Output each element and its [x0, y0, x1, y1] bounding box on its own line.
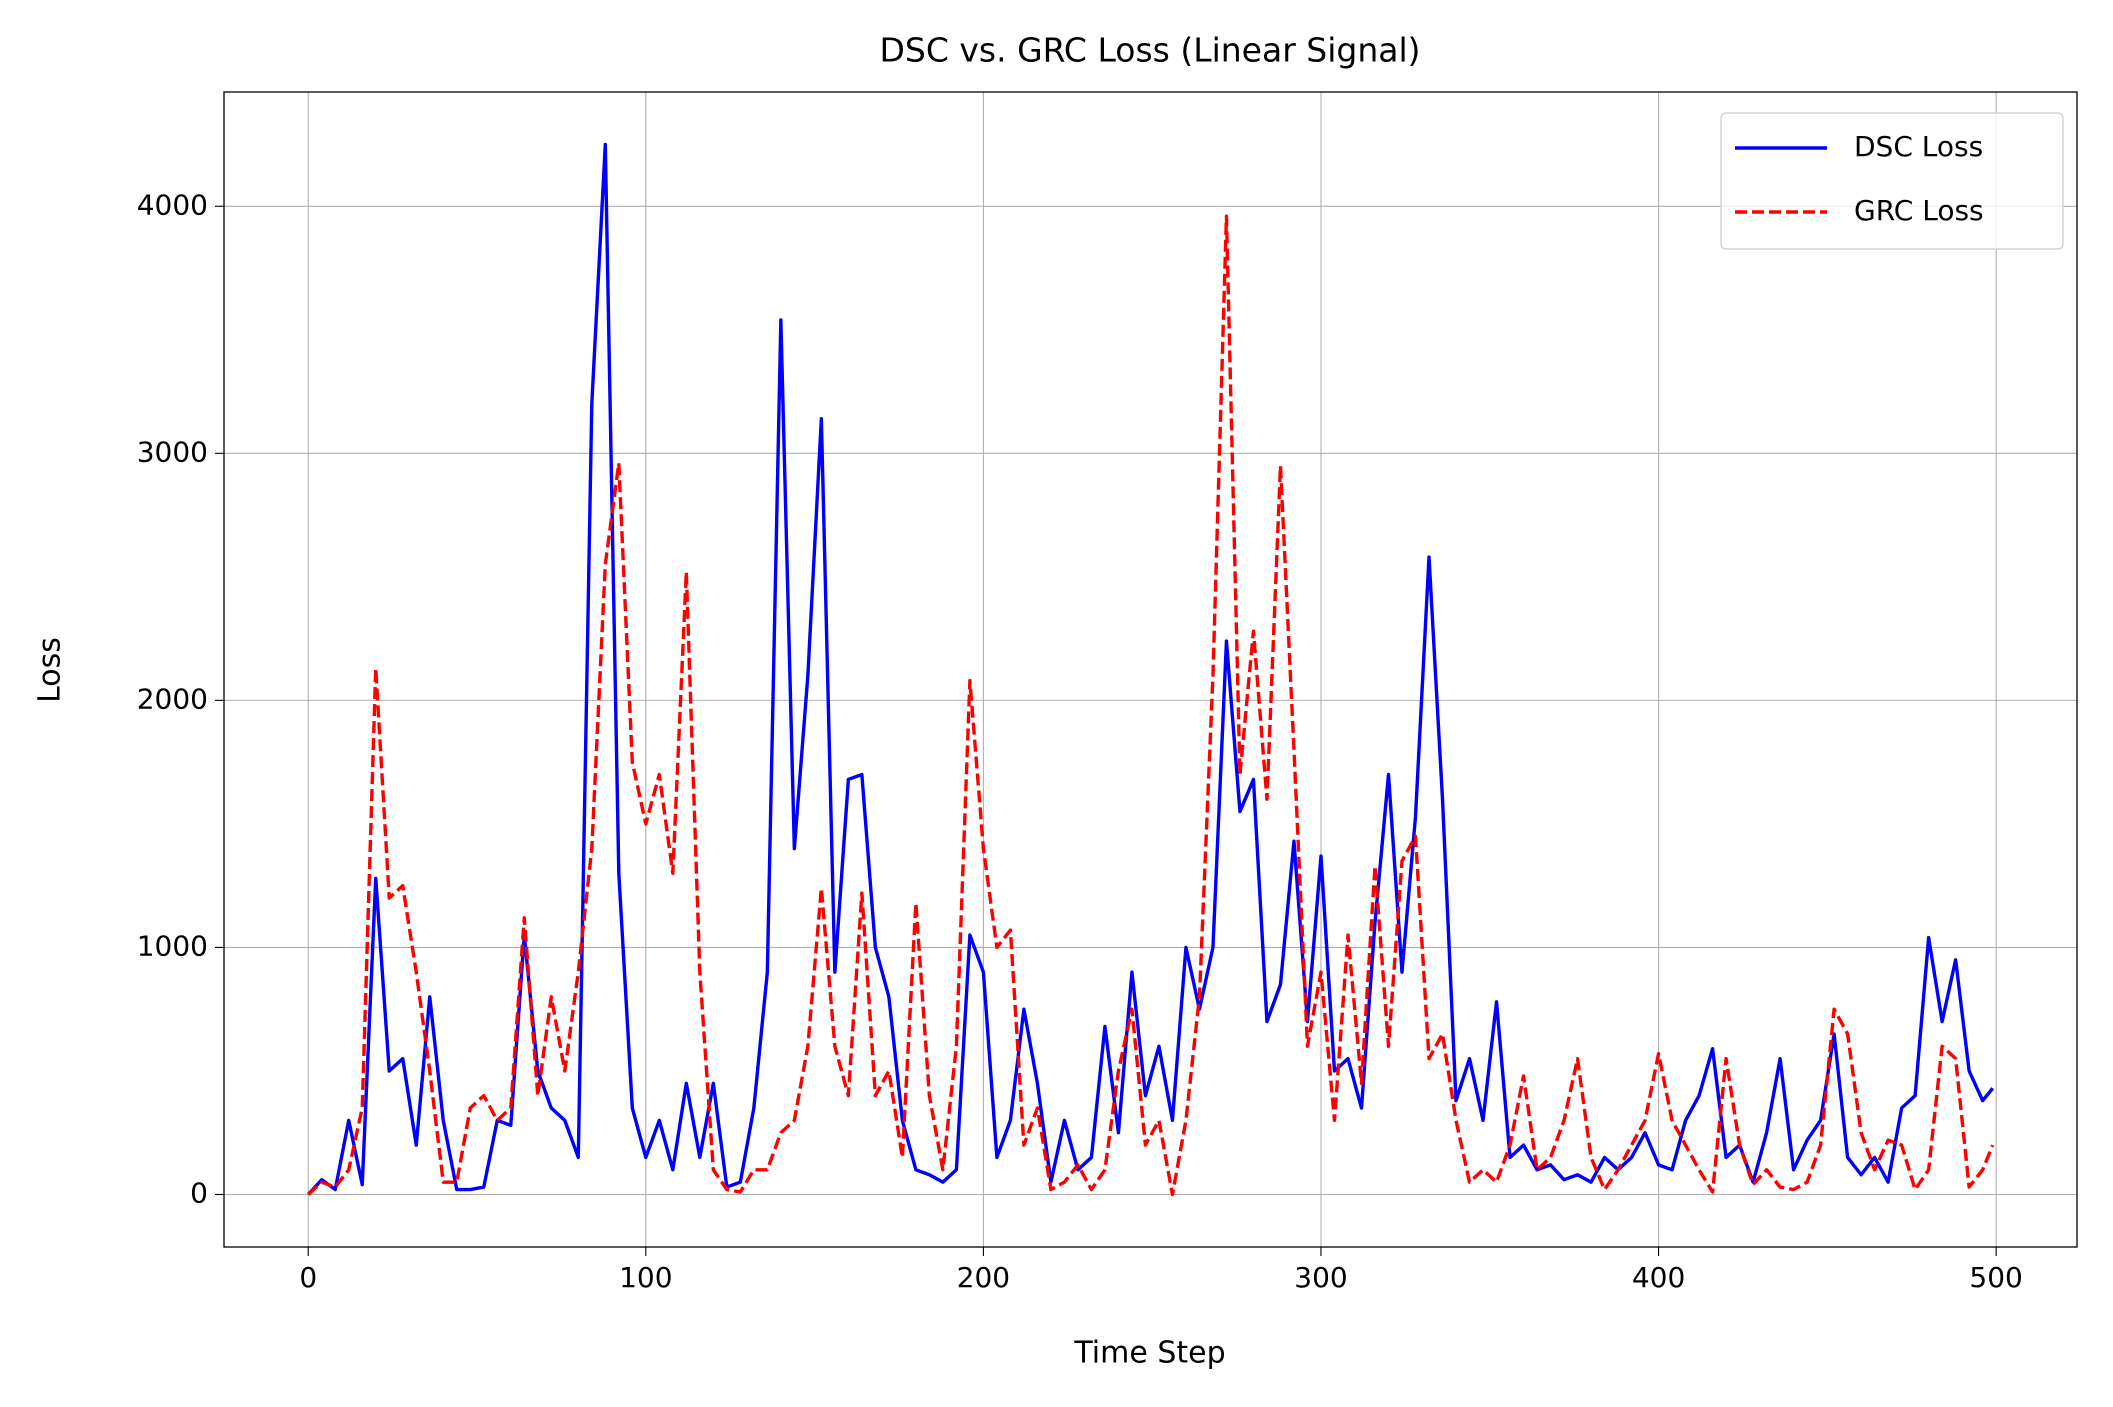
x-tick-label: 200 — [957, 1261, 1010, 1294]
data-line — [307, 214, 1995, 1197]
data-line — [306, 142, 1995, 1196]
x-tick-label: 0 — [299, 1261, 317, 1294]
x-tick-label: 500 — [1969, 1261, 2022, 1294]
plot-frame — [223, 91, 2078, 1248]
y-tick-label: 4000 — [137, 188, 208, 221]
x-tick-label: 100 — [619, 1261, 672, 1294]
x-axis-label: Time Step — [1073, 1336, 1225, 1371]
y-axis-label: Loss — [33, 637, 68, 703]
y-tick-label: 0 — [190, 1177, 208, 1210]
legend-label: DSC Loss — [1854, 130, 1983, 163]
x-tick-label: 400 — [1632, 1261, 1685, 1294]
y-tick-label: 3000 — [137, 435, 208, 468]
x-tick-label: 300 — [1294, 1261, 1347, 1294]
y-tick-label: 2000 — [137, 682, 208, 715]
y-tick-label: 1000 — [137, 929, 208, 962]
chart-title: DSC vs. GRC Loss (Linear Signal) — [879, 31, 1420, 70]
legend-label: GRC Loss — [1854, 194, 1984, 227]
